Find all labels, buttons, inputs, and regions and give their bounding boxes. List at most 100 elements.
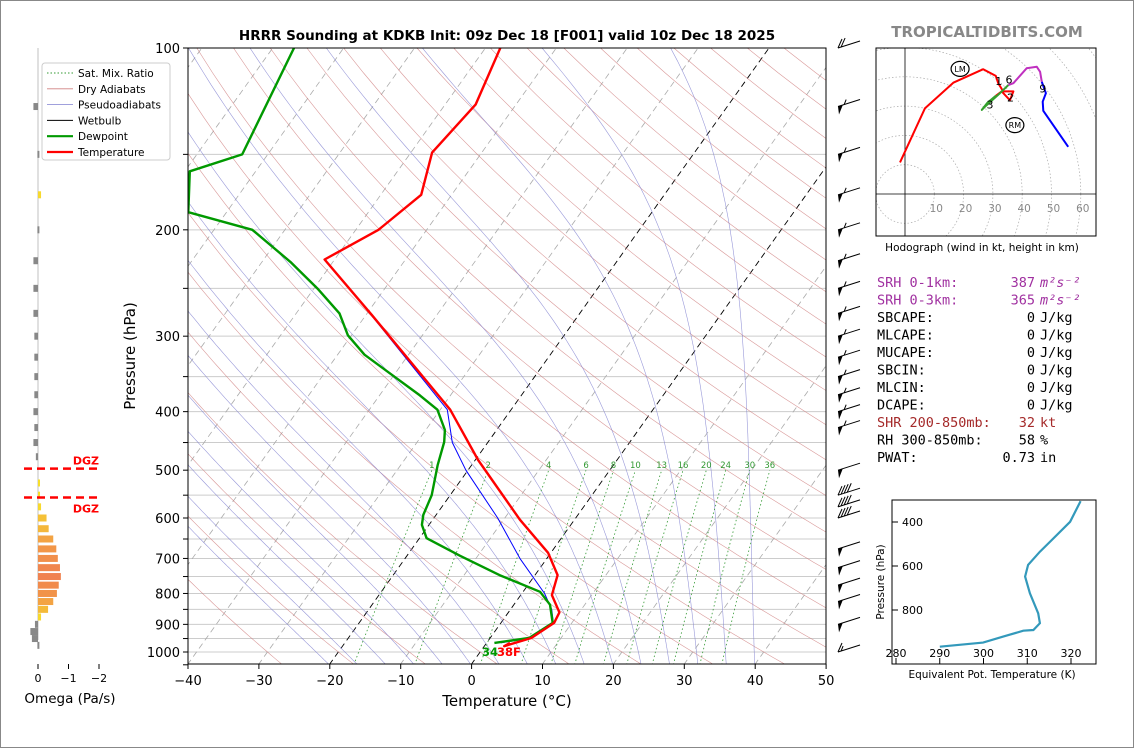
parameter-label: SRH 0-3km:	[877, 293, 958, 309]
parameters-panel: SRH 0-1km: 387 m²s⁻² SRH 0-3km: 365 m²s⁻² SBCA…	[877, 275, 1081, 466]
parameter-value: 365	[1011, 293, 1035, 309]
dry-adiabat	[453, 48, 826, 358]
mixing-ratio-line	[550, 470, 614, 664]
mixing-ratio-label: 16	[678, 461, 689, 471]
thetae-y-tick-label: 400	[902, 516, 923, 529]
omega-bar	[38, 525, 49, 533]
parameter-value: 0	[1027, 380, 1035, 396]
parameter-label: MLCAPE:	[877, 328, 934, 344]
moist-adiabat	[188, 525, 329, 664]
moist-adiabat	[188, 131, 585, 664]
dry-adiabat	[188, 331, 570, 664]
thetae-x-tick-label: 300	[973, 647, 994, 660]
mixing-ratio-label: 4	[546, 461, 551, 471]
dry-adiabat	[188, 271, 642, 664]
parameter-label: RH 300-850mb:	[877, 433, 983, 449]
dewpoint-profile	[188, 48, 554, 645]
barb-pennant	[838, 393, 843, 403]
barb-pennant	[838, 311, 843, 322]
barb-half	[843, 387, 847, 393]
y-tick-label: 200	[155, 224, 180, 239]
parameter-unit: m²s⁻²	[1039, 275, 1081, 291]
parameter-label: MUCAPE:	[877, 345, 934, 361]
legend-label: Temperature	[77, 147, 145, 159]
isotherm-line	[471, 166, 826, 664]
dry-adiabat	[188, 212, 714, 664]
storm-motion-label: LM	[954, 65, 965, 74]
barb-full	[846, 483, 852, 493]
dry-adiabat	[233, 48, 826, 570]
parameter-unit: m²s⁻²	[1039, 293, 1081, 309]
barb-full	[837, 485, 843, 496]
legend-label: Wetbulb	[78, 115, 122, 127]
isotherm-line	[188, 48, 628, 664]
omega-bar	[38, 589, 57, 597]
hodo-height-label: 6	[1006, 74, 1013, 87]
omega-bar	[33, 408, 38, 416]
mixing-ratio-line	[520, 470, 587, 664]
omega-bar	[34, 353, 38, 361]
mixing-ratio-label: 20	[701, 461, 712, 471]
thetae-x-label: Equivalent Pot. Temperature (K)	[908, 669, 1075, 681]
parameter-label: PWAT:	[877, 450, 918, 466]
thetae-y-label: Pressure (hPa)	[875, 544, 887, 619]
thetae-frame	[891, 499, 1097, 665]
thetae-plot: 280 290 300 310 320 400 600 800	[886, 499, 1097, 665]
parameter-value: 0	[1027, 310, 1035, 326]
storm-motion-marker	[1005, 117, 1025, 134]
x-tick-label: 30	[676, 674, 693, 689]
y-tick-label: 800	[155, 587, 180, 602]
barb-half	[843, 404, 847, 410]
barb-staff	[837, 187, 861, 196]
omega-bar	[38, 514, 47, 522]
moist-adiabat	[326, 48, 670, 664]
omega-bar	[33, 439, 38, 447]
temperature-profile	[323, 48, 561, 648]
barb-half	[843, 329, 847, 335]
parameter-unit: J/kg	[1040, 328, 1073, 344]
hodo-ring-label: 50	[1047, 203, 1060, 215]
hodo-frame	[875, 47, 1097, 237]
hodo-trace	[980, 84, 1010, 111]
barb-full	[840, 37, 846, 48]
mixing-ratio-label: 30	[744, 461, 755, 471]
dry-adiabat	[306, 48, 826, 496]
isotherm-line	[612, 365, 826, 664]
thetae-x-tick-label: 310	[1017, 647, 1038, 660]
barb-full	[840, 507, 846, 518]
omega-plot: DGZ DGZ 0 −1 −2	[24, 48, 107, 685]
y-axis-label: Pressure (hPa)	[121, 302, 139, 410]
mixing-ratio-line	[414, 470, 489, 664]
mixing-ratio-label: 1	[429, 461, 434, 471]
parameter-unit: kt	[1040, 415, 1056, 431]
y-tick-label: 700	[155, 552, 180, 567]
barb-pennant	[838, 334, 843, 345]
barb-pennant	[838, 583, 843, 594]
dry-adiabat	[783, 48, 826, 81]
omega-tick-label: −2	[91, 672, 107, 685]
thetae-x-tick-label: 320	[1061, 647, 1082, 660]
thetae-x-tick-label: 280	[886, 647, 907, 660]
thetae-y-tick-label: 800	[902, 604, 923, 617]
barb-staff	[837, 541, 861, 550]
isotherm-line	[258, 48, 699, 664]
barb-half	[843, 369, 847, 375]
mixing-ratio-label: 36	[764, 461, 775, 471]
x-tick-label: 0	[467, 674, 475, 689]
hodo-trace	[899, 68, 1015, 163]
wind-barb	[837, 222, 861, 238]
wind-barb	[837, 505, 861, 519]
barb-full	[840, 496, 846, 507]
parameter-label: SBCIN:	[877, 363, 926, 379]
barb-pennant	[838, 622, 843, 633]
wind-barb	[837, 541, 861, 557]
parameter-unit: in	[1040, 450, 1056, 466]
omega-bar	[31, 635, 38, 643]
parameter-label: SRH 0-1km:	[877, 275, 958, 291]
moist-adiabat	[188, 48, 613, 664]
barb-half	[843, 350, 847, 356]
mixing-ratio-line	[603, 470, 663, 664]
dry-adiabat	[188, 453, 426, 664]
wind-barb	[837, 253, 861, 269]
